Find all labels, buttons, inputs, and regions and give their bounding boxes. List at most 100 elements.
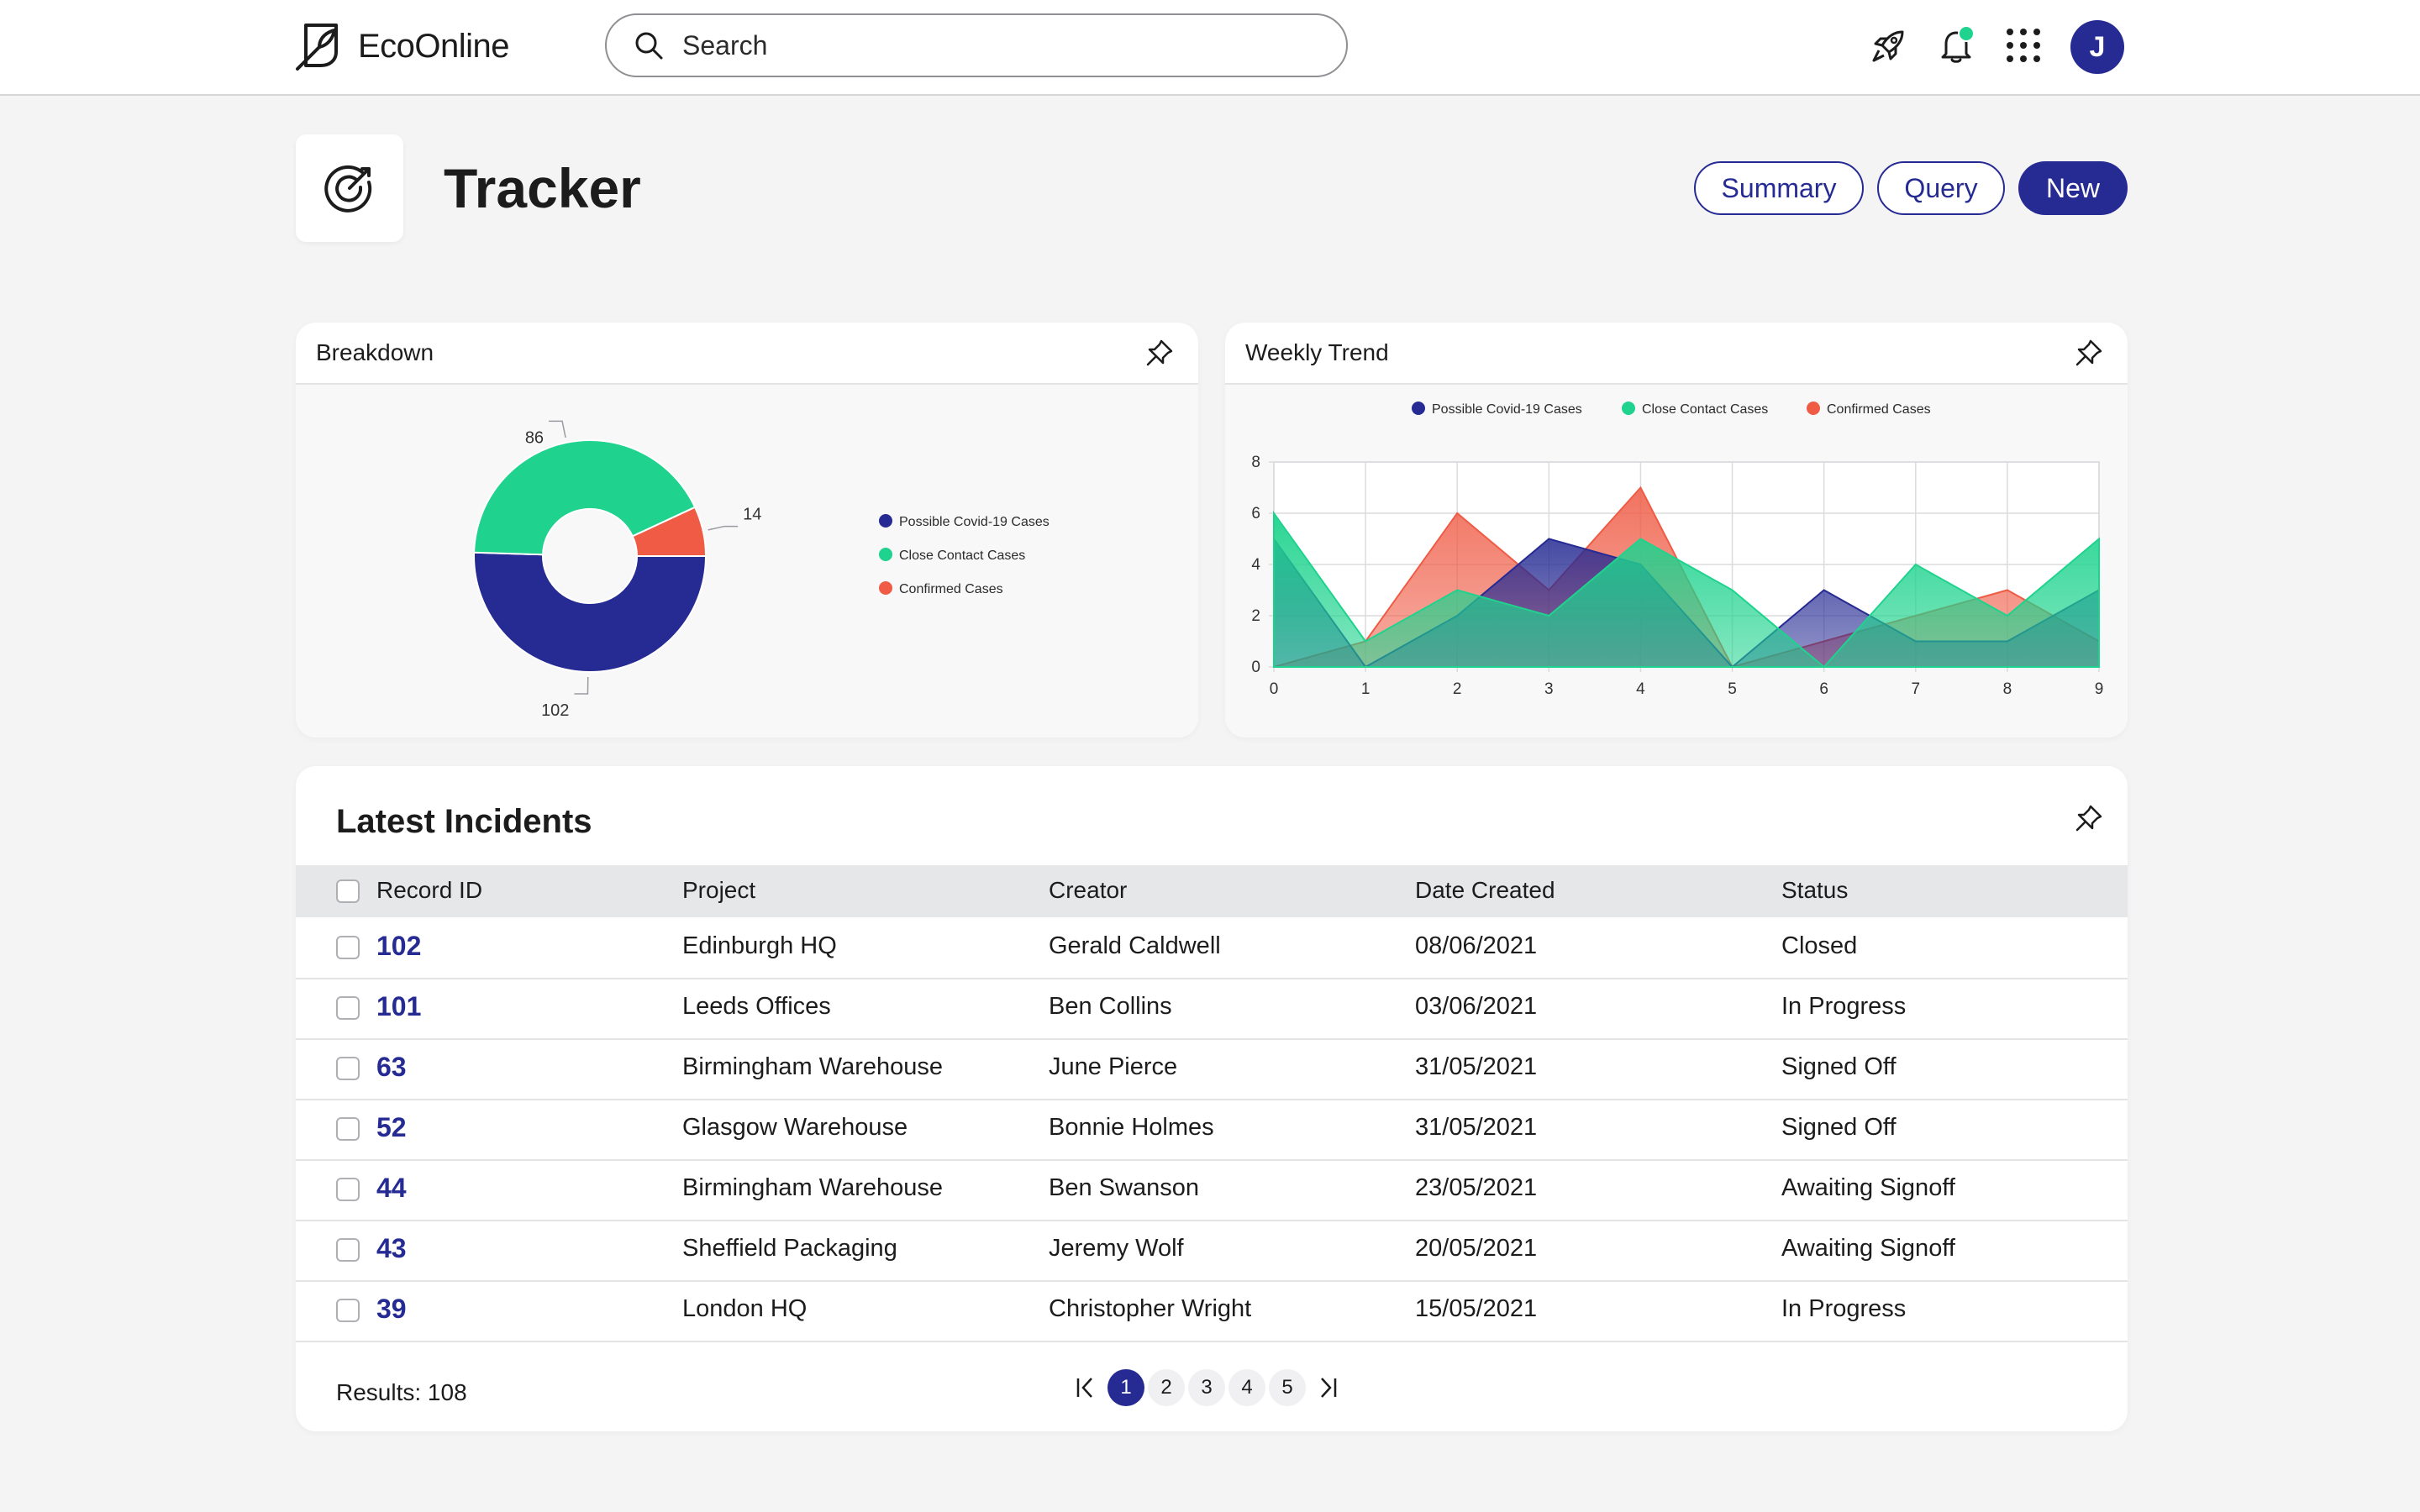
select-all-checkbox[interactable] (336, 879, 360, 903)
project-cell: Sheffield Packaging (682, 1235, 897, 1262)
apps-button[interactable] (2000, 22, 2047, 69)
page-2-button[interactable]: 2 (1148, 1369, 1185, 1406)
legend-marker (1807, 402, 1820, 415)
date-cell: 23/05/2021 (1415, 1174, 1538, 1201)
rocket-button[interactable] (1865, 22, 1912, 69)
record-id-link[interactable]: 102 (376, 931, 422, 961)
slice-label-leader (574, 676, 589, 695)
first-page-icon (1076, 1378, 1092, 1398)
row-checkbox[interactable] (336, 1299, 360, 1322)
new-button[interactable]: New (2018, 161, 2128, 215)
breakdown-donut-chart: 102 86 14 Possible Covid-19 Cases Close Cont… (473, 420, 1050, 720)
project-cell: Birmingham Warehouse (682, 1174, 943, 1201)
project-cell: Edinburgh HQ (682, 932, 837, 959)
notifications-button[interactable] (1933, 22, 1980, 69)
record-id-link[interactable]: 101 (376, 991, 422, 1021)
column-header-creator[interactable]: Creator (1049, 877, 1128, 903)
last-page-icon (1321, 1378, 1337, 1398)
query-button[interactable]: Query (1877, 161, 2005, 215)
date-cell: 08/06/2021 (1415, 932, 1538, 959)
row-checkbox[interactable] (336, 1117, 360, 1141)
creator-cell: June Pierce (1049, 1053, 1178, 1080)
status-cell: Awaiting Signoff (1781, 1174, 1955, 1201)
project-cell: Birmingham Warehouse (682, 1053, 943, 1080)
app-name: EcoOnline (358, 27, 510, 65)
weekly-trend-card-body: 0 1 2 3 4 5 6 7 8 9 0 2 4 6 8 Possible Covid-19 Cases Cl… (1225, 385, 2128, 738)
page-3-button[interactable]: 3 (1188, 1369, 1225, 1406)
weekly-trend-title: Weekly Trend (1245, 339, 1389, 365)
results-count: Results: 108 (336, 1379, 467, 1405)
project-cell: Glasgow Warehouse (682, 1114, 908, 1141)
search-bar[interactable] (605, 13, 1348, 77)
x-tick-label: 2 (1453, 680, 1462, 698)
last-page-button[interactable] (1309, 1369, 1346, 1406)
app-logo[interactable]: EcoOnline (294, 20, 510, 72)
column-header-record-id[interactable]: Record ID (376, 877, 483, 903)
legend-label: Close Contact Cases (899, 549, 1025, 563)
apps-grid-icon (2007, 29, 2040, 62)
table-row[interactable]: 44 Birmingham Warehouse Ben Swanson 23/0… (296, 1159, 2128, 1221)
table-row[interactable]: 63 Birmingham Warehouse June Pierce 31/0… (296, 1038, 2128, 1100)
creator-cell: Jeremy Wolf (1049, 1235, 1184, 1262)
record-id-link[interactable]: 39 (376, 1294, 407, 1324)
first-page-button[interactable] (1067, 1369, 1104, 1406)
legend-label: Close Contact Cases (1642, 402, 1768, 417)
date-cell: 31/05/2021 (1415, 1114, 1538, 1141)
breakdown-card-header: Breakdown (296, 323, 1198, 385)
column-header-status[interactable]: Status (1781, 877, 1849, 903)
status-cell: Closed (1781, 932, 1858, 959)
row-checkbox[interactable] (336, 1238, 360, 1262)
legend-label: Possible Covid-19 Cases (899, 515, 1050, 529)
column-header-date-created[interactable]: Date Created (1415, 877, 1555, 903)
table-row[interactable]: 39 London HQ Christopher Wright 15/05/20… (296, 1280, 2128, 1342)
search-icon (635, 32, 663, 60)
search-input[interactable] (681, 29, 1323, 62)
weekly-trend-card-header: Weekly Trend (1225, 323, 2128, 385)
latest-incidents-card: Latest Incidents Record ID Project Creat… (296, 766, 2128, 1431)
record-id-link[interactable]: 43 (376, 1233, 407, 1263)
x-tick-label: 9 (2095, 680, 2104, 698)
table-row[interactable]: 52 Glasgow Warehouse Bonnie Holmes 31/05… (296, 1099, 2128, 1161)
summary-button[interactable]: Summary (1694, 161, 1864, 215)
table-row[interactable]: 101 Leeds Offices Ben Collins 03/06/2021… (296, 978, 2128, 1040)
status-cell: In Progress (1781, 1295, 1907, 1322)
legend-marker (879, 514, 892, 528)
pin-icon[interactable] (1144, 338, 1175, 368)
date-cell: 15/05/2021 (1415, 1295, 1538, 1322)
slice-value-label: 86 (525, 428, 544, 447)
column-header-project[interactable]: Project (682, 877, 756, 903)
latest-incidents-title: Latest Incidents (336, 803, 592, 840)
page-4-button[interactable]: 4 (1228, 1369, 1265, 1406)
date-cell: 31/05/2021 (1415, 1053, 1538, 1080)
status-cell: Signed Off (1781, 1053, 1897, 1080)
series-area (1273, 510, 2100, 669)
date-cell: 20/05/2021 (1415, 1235, 1538, 1262)
creator-cell: Bonnie Holmes (1049, 1114, 1214, 1141)
x-tick-label: 6 (1819, 680, 1828, 698)
row-checkbox[interactable] (336, 1178, 360, 1201)
legend-marker (879, 548, 892, 561)
tracker-page-icon (296, 134, 403, 242)
record-id-link[interactable]: 44 (376, 1173, 407, 1203)
record-id-link[interactable]: 52 (376, 1112, 407, 1142)
x-tick-label: 4 (1636, 680, 1645, 698)
table-row[interactable]: 43 Sheffield Packaging Jeremy Wolf 20/05… (296, 1220, 2128, 1282)
slice-label-leader (549, 420, 566, 438)
creator-cell: Ben Swanson (1049, 1174, 1199, 1201)
table-header: Record ID Project Creator Date Created S… (296, 865, 2128, 917)
weekly-trend-area-chart: 0 1 2 3 4 5 6 7 8 9 0 2 4 6 8 Possible Covid-19 Cases Cl… (1251, 402, 2104, 698)
page-1-button[interactable]: 1 (1107, 1369, 1144, 1406)
row-checkbox[interactable] (336, 1057, 360, 1080)
row-checkbox[interactable] (336, 996, 360, 1020)
rocket-icon (1872, 30, 1904, 62)
project-cell: Leeds Offices (682, 993, 831, 1020)
avatar[interactable]: J (2070, 20, 2124, 74)
pin-icon[interactable] (2074, 338, 2104, 368)
pin-icon[interactable] (2074, 803, 2104, 833)
status-cell: Awaiting Signoff (1781, 1235, 1955, 1262)
row-checkbox[interactable] (336, 936, 360, 959)
record-id-link[interactable]: 63 (376, 1052, 407, 1082)
page-5-button[interactable]: 5 (1269, 1369, 1306, 1406)
table-row[interactable]: 102 Edinburgh HQ Gerald Caldwell 08/06/2… (296, 917, 2128, 979)
x-tick-label: 1 (1361, 680, 1370, 698)
